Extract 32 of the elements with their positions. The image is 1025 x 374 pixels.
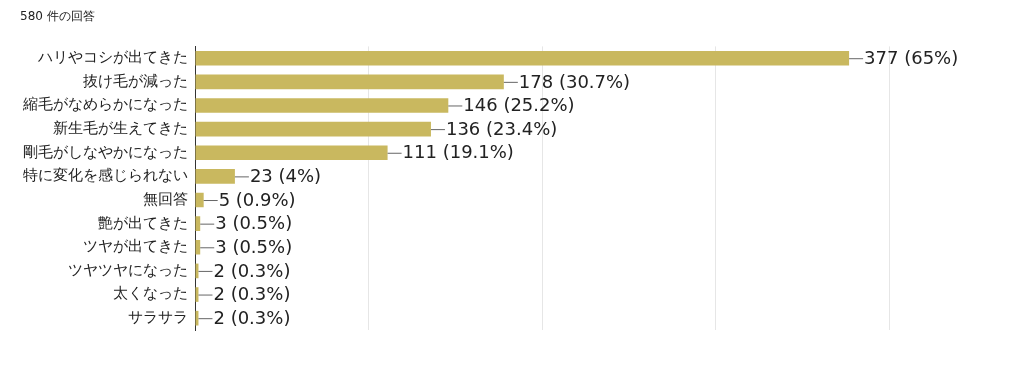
y-tick-label: ツヤが出てきた [83, 237, 188, 256]
y-tick-label: 抜け毛が減った [83, 71, 188, 90]
y-tick-label: 太くなった [113, 284, 188, 303]
y-tick-label: 縮毛がなめらかになった [22, 95, 188, 114]
y-tick-label: ハリやコシが出てきた [37, 48, 188, 67]
data-label: 5 (0.9%) [218, 188, 296, 210]
y-tick-label: 剛毛がしなやかになった [23, 142, 188, 161]
data-label: 146 (25.2%) [463, 94, 575, 116]
y-tick-label: 新生毛が生えてきた [53, 119, 188, 138]
data-label: 2 (0.3%) [213, 306, 291, 328]
bar [195, 145, 388, 161]
y-tick-label: 特に変化を感じられない [23, 166, 188, 185]
data-label: 111 (19.1%) [402, 141, 514, 163]
data-label: 3 (0.5%) [215, 235, 293, 257]
bar [195, 74, 504, 90]
data-label: 178 (30.7%) [518, 70, 631, 92]
data-label: 136 (23.4%) [445, 117, 558, 139]
bar [195, 98, 449, 113]
bar [195, 192, 204, 208]
data-label: 23 (4%) [249, 165, 322, 187]
text: 580 件の回答 [20, 9, 95, 24]
bar [195, 121, 431, 137]
data-label: 2 (0.3%) [213, 283, 291, 305]
y-tick-label: 艶が出てきた [98, 213, 188, 232]
y-tick-label: 無回答 [143, 189, 188, 208]
y-tick-label: ツヤツヤになった [68, 260, 188, 279]
bar [195, 169, 235, 184]
y-tick-label: サラサラ [128, 308, 188, 327]
data-label: 377 (65%) [864, 46, 959, 68]
bar [195, 50, 850, 66]
data-label: 2 (0.3%) [213, 259, 291, 281]
data-label: 3 (0.5%) [215, 212, 293, 234]
